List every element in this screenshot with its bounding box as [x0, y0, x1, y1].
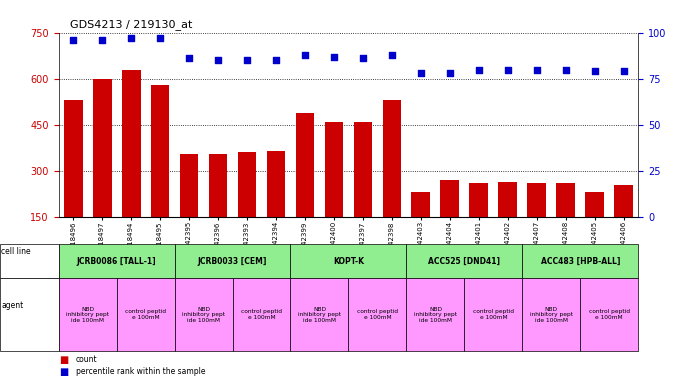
Bar — [614, 185, 633, 263]
Point — [618, 68, 629, 74]
Bar — [353, 122, 373, 263]
Bar — [63, 100, 83, 263]
Point — [560, 66, 571, 73]
Bar — [382, 100, 402, 263]
Point — [299, 52, 310, 58]
Bar — [469, 183, 489, 263]
Point — [241, 57, 253, 63]
Point — [184, 55, 195, 61]
Point — [126, 35, 137, 41]
Text: JCRB0086 [TALL-1]: JCRB0086 [TALL-1] — [77, 257, 157, 266]
Bar — [179, 154, 199, 263]
Bar — [585, 192, 604, 263]
Text: ■: ■ — [59, 366, 68, 377]
Point — [68, 37, 79, 43]
Point — [97, 37, 108, 43]
Point — [213, 57, 224, 63]
Bar — [324, 122, 344, 263]
Text: NBD
inhibitory pept
ide 100mM: NBD inhibitory pept ide 100mM — [66, 306, 109, 323]
Bar — [266, 151, 286, 263]
Bar — [498, 182, 518, 263]
Text: control peptid
e 100mM: control peptid e 100mM — [357, 310, 398, 320]
Bar — [92, 79, 112, 263]
Text: NBD
inhibitory pept
ide 100mM: NBD inhibitory pept ide 100mM — [298, 306, 341, 323]
Text: NBD
inhibitory pept
ide 100mM: NBD inhibitory pept ide 100mM — [182, 306, 225, 323]
Text: percentile rank within the sample: percentile rank within the sample — [76, 367, 206, 376]
Bar — [295, 113, 315, 263]
Text: agent: agent — [1, 301, 23, 310]
Bar — [237, 152, 257, 263]
Text: control peptid
e 100mM: control peptid e 100mM — [241, 310, 282, 320]
Text: KOPT-K: KOPT-K — [333, 257, 364, 266]
Bar — [440, 180, 460, 263]
Bar — [556, 183, 575, 263]
Bar — [411, 192, 431, 263]
Text: NBD
inhibitory pept
ide 100mM: NBD inhibitory pept ide 100mM — [414, 306, 457, 323]
Point — [531, 66, 542, 73]
Bar — [121, 70, 141, 263]
Text: count: count — [76, 356, 97, 364]
Bar — [150, 85, 170, 263]
Point — [473, 66, 484, 73]
Text: ACC525 [DND41]: ACC525 [DND41] — [428, 257, 500, 266]
Point — [444, 70, 455, 76]
Point — [155, 35, 166, 41]
Bar — [208, 154, 228, 263]
Text: GDS4213 / 219130_at: GDS4213 / 219130_at — [70, 19, 193, 30]
Text: control peptid
e 100mM: control peptid e 100mM — [473, 310, 514, 320]
Point — [328, 53, 339, 60]
Point — [589, 68, 600, 74]
Bar — [527, 183, 546, 263]
Point — [386, 52, 397, 58]
Point — [502, 66, 513, 73]
Text: ■: ■ — [59, 355, 68, 365]
Point — [415, 70, 426, 76]
Point — [270, 57, 282, 63]
Text: control peptid
e 100mM: control peptid e 100mM — [589, 310, 630, 320]
Text: ACC483 [HPB-ALL]: ACC483 [HPB-ALL] — [540, 257, 620, 266]
Point — [357, 55, 368, 61]
Text: NBD
inhibitory pept
ide 100mM: NBD inhibitory pept ide 100mM — [530, 306, 573, 323]
Text: cell line: cell line — [1, 247, 31, 256]
Text: JCRB0033 [CEM]: JCRB0033 [CEM] — [198, 257, 267, 266]
Text: control peptid
e 100mM: control peptid e 100mM — [125, 310, 166, 320]
